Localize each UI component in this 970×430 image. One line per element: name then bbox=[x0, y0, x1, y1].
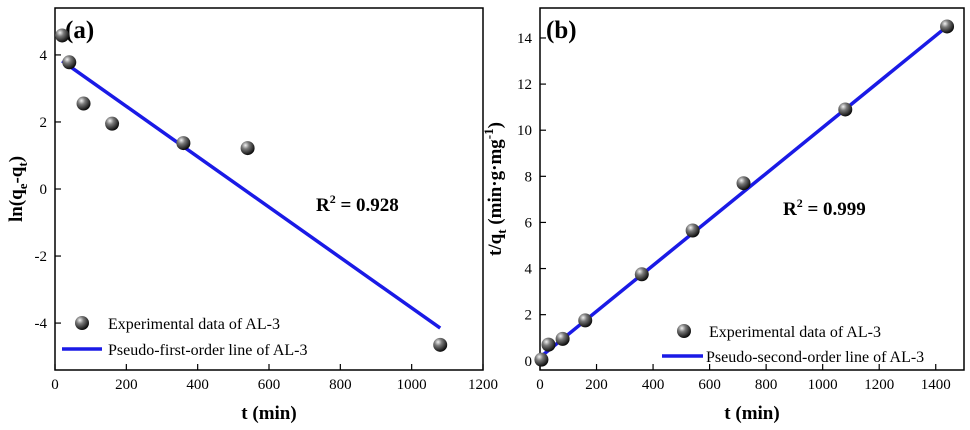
y-tick-label: 10 bbox=[517, 123, 532, 139]
panel-b: 0 200 400 600 800 1000 1200 1400 0 2 4 6 8 10 12 14 (b… bbox=[481, 7, 965, 424]
panel-b-r-squared: R2 = 0.999 bbox=[783, 196, 866, 220]
panel-b-legend-line-label: Pseudo-second-order line of AL-3 bbox=[706, 349, 924, 366]
x-tick-label: 600 bbox=[698, 377, 721, 393]
y-tick-label: 2 bbox=[525, 308, 533, 324]
y-tick-label: -2 bbox=[35, 249, 48, 265]
data-point bbox=[433, 337, 448, 352]
panel-a-legend-points-label: Experimental data of AL-3 bbox=[108, 316, 280, 333]
panel-a-x-ticks: 0 200 400 600 800 1000 1200 bbox=[51, 364, 498, 393]
y-tick-label: 4 bbox=[525, 262, 533, 278]
x-tick-label: 1200 bbox=[864, 377, 894, 393]
panel-b-frame bbox=[539, 7, 965, 371]
panel-b-legend: Experimental data of AL-3 Pseudo-second-… bbox=[662, 324, 924, 366]
x-tick-label: 400 bbox=[186, 377, 209, 393]
y-tick-label: 2 bbox=[40, 115, 48, 131]
x-tick-label: 1000 bbox=[808, 377, 838, 393]
panel-a-points bbox=[55, 28, 448, 352]
data-point bbox=[940, 19, 955, 34]
x-tick-label: 200 bbox=[115, 377, 138, 393]
panel-a-legend-line-label: Pseudo-first-order line of AL-3 bbox=[108, 342, 308, 359]
y-tick-label: 0 bbox=[525, 354, 533, 370]
x-tick-label: 1200 bbox=[468, 377, 498, 393]
x-tick-label: 400 bbox=[642, 377, 665, 393]
fit-line bbox=[538, 25, 949, 359]
panel-a-y-ticks: -4 -2 0 2 4 bbox=[35, 48, 61, 332]
y-tick-label: 8 bbox=[525, 169, 533, 185]
x-tick-label: 0 bbox=[51, 377, 59, 393]
panel-b-legend-points-label: Experimental data of AL-3 bbox=[709, 324, 881, 341]
x-tick-label: 800 bbox=[329, 377, 352, 393]
panel-a-legend: Experimental data of AL-3 Pseudo-first-o… bbox=[62, 316, 308, 359]
data-point bbox=[534, 352, 549, 367]
panel-a-x-axis-title: t (min) bbox=[241, 403, 296, 424]
panel-a: 0 200 400 600 800 1000 1200 -4 -2 0 2 4 (a) R2 = 0… bbox=[6, 7, 498, 424]
panel-a-fit-line bbox=[61, 59, 442, 330]
data-point bbox=[62, 55, 77, 70]
y-tick-label: 4 bbox=[40, 48, 48, 64]
x-tick-label: 600 bbox=[258, 377, 281, 393]
panel-b-points bbox=[534, 19, 955, 367]
panel-b-fit-line bbox=[538, 25, 949, 359]
data-point bbox=[578, 313, 593, 328]
y-tick-label: -4 bbox=[35, 316, 48, 332]
x-tick-label: 800 bbox=[755, 377, 778, 393]
legend-marker-icon bbox=[75, 316, 89, 330]
x-tick-label: 0 bbox=[536, 377, 544, 393]
legend-marker-icon bbox=[677, 324, 691, 338]
panel-b-x-ticks: 0 200 400 600 800 1000 1200 1400 bbox=[536, 364, 951, 393]
x-tick-label: 1000 bbox=[397, 377, 427, 393]
data-point bbox=[555, 331, 570, 346]
fit-line bbox=[61, 59, 442, 330]
panel-a-label: (a) bbox=[65, 17, 94, 44]
data-point bbox=[76, 96, 91, 111]
data-point bbox=[685, 223, 700, 238]
y-tick-label: 14 bbox=[517, 31, 533, 47]
panel-b-y-ticks: 0 2 4 6 8 10 12 14 bbox=[517, 31, 546, 370]
data-point bbox=[55, 28, 70, 43]
panel-b-x-axis-title: t (min) bbox=[724, 403, 779, 424]
data-point bbox=[838, 102, 853, 117]
data-point bbox=[105, 116, 120, 131]
panel-b-label: (b) bbox=[546, 17, 577, 44]
panel-a-y-axis-title: ln(qe-qt) bbox=[6, 156, 30, 222]
y-tick-label: 6 bbox=[525, 215, 533, 231]
panel-b-y-axis-title: t/qt (min·g·mg-1) bbox=[481, 122, 509, 256]
x-tick-label: 1400 bbox=[921, 377, 951, 393]
panel-a-r-squared: R2 = 0.928 bbox=[316, 192, 399, 216]
y-tick-label: 0 bbox=[40, 182, 48, 198]
data-point bbox=[240, 141, 255, 156]
data-point bbox=[176, 136, 191, 151]
data-point bbox=[634, 267, 649, 282]
data-point bbox=[541, 337, 556, 352]
x-tick-label: 200 bbox=[585, 377, 608, 393]
y-tick-label: 12 bbox=[517, 77, 532, 93]
data-point bbox=[736, 176, 751, 191]
